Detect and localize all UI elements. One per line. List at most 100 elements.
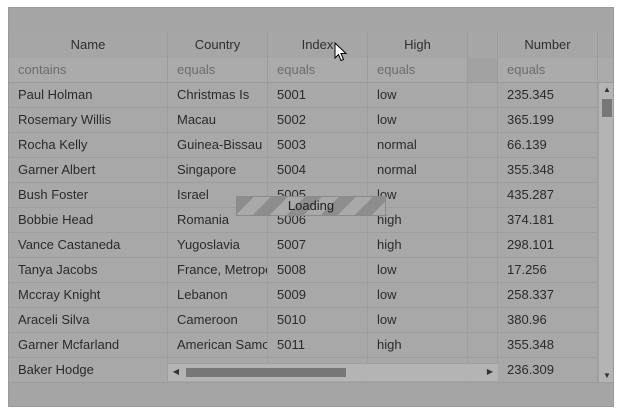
- cell-name[interactable]: Bobbie Head: [9, 208, 168, 232]
- cell-high[interactable]: high: [368, 333, 468, 357]
- table-row[interactable]: Mccray Knight Lebanon 5009 low 258.337: [9, 283, 598, 308]
- table-row[interactable]: Rosemary Willis Macau 5002 low 365.199: [9, 108, 598, 133]
- cell-name[interactable]: Rocha Kelly: [9, 133, 168, 157]
- cell-name[interactable]: Mccray Knight: [9, 283, 168, 307]
- table-row[interactable]: Paul Holman Christmas Is 5001 low 235.345: [9, 83, 598, 108]
- filter-high-input[interactable]: equals: [368, 58, 468, 82]
- cell-country[interactable]: Cameroon: [168, 308, 268, 332]
- table-row[interactable]: Rocha Kelly Guinea-Bissau 5003 normal 66.139: [9, 133, 598, 158]
- cell-blank[interactable]: [468, 233, 498, 257]
- column-header-name[interactable]: Name: [9, 32, 168, 58]
- column-header-number[interactable]: Number: [498, 32, 598, 58]
- filter-country-input[interactable]: equals: [168, 58, 268, 82]
- cell-high[interactable]: low: [368, 308, 468, 332]
- cell-high[interactable]: low: [368, 258, 468, 282]
- cell-blank[interactable]: [468, 83, 498, 107]
- cell-country[interactable]: Singapore: [168, 158, 268, 182]
- cell-number[interactable]: 374.181: [498, 208, 598, 232]
- column-header-high[interactable]: High: [368, 32, 468, 58]
- scroll-up-icon[interactable]: ▲: [603, 85, 611, 94]
- cell-blank[interactable]: [468, 258, 498, 282]
- cell-high[interactable]: low: [368, 108, 468, 132]
- cell-number[interactable]: 235.345: [498, 83, 598, 107]
- cell-blank[interactable]: [468, 308, 498, 332]
- cell-blank[interactable]: [468, 183, 498, 207]
- cell-high[interactable]: normal: [368, 158, 468, 182]
- table-row[interactable]: Araceli Silva Cameroon 5010 low 380.96: [9, 308, 598, 333]
- cell-blank[interactable]: [468, 158, 498, 182]
- table-row[interactable]: Vance Castaneda Yugoslavia 5007 high 298.101: [9, 233, 598, 258]
- table-row[interactable]: Garner Albert Singapore 5004 normal 355.348: [9, 158, 598, 183]
- cell-name[interactable]: Paul Holman: [9, 83, 168, 107]
- table-row[interactable]: Bobbie Head Romania 5006 high 374.181: [9, 208, 598, 233]
- cell-index[interactable]: 5004: [268, 158, 368, 182]
- cell-index[interactable]: 5011: [268, 333, 368, 357]
- cell-number[interactable]: 298.101: [498, 233, 598, 257]
- cell-number[interactable]: 380.96: [498, 308, 598, 332]
- cell-name[interactable]: Bush Foster: [9, 183, 168, 207]
- cell-number[interactable]: 236.309: [498, 358, 598, 382]
- cell-blank[interactable]: [468, 108, 498, 132]
- cell-high[interactable]: low: [368, 83, 468, 107]
- scroll-down-icon[interactable]: ▼: [603, 371, 611, 380]
- column-header-country[interactable]: Country: [168, 32, 268, 58]
- cell-high[interactable]: high: [368, 233, 468, 257]
- filter-name-input[interactable]: contains: [9, 58, 168, 82]
- scroll-left-icon[interactable]: ◀: [172, 367, 180, 376]
- horizontal-scroll-thumb[interactable]: [186, 368, 346, 377]
- cell-blank[interactable]: [468, 283, 498, 307]
- cell-number[interactable]: 435.287: [498, 183, 598, 207]
- cell-index[interactable]: 5009: [268, 283, 368, 307]
- grid-toolbar: [9, 8, 613, 33]
- cell-index[interactable]: 5003: [268, 133, 368, 157]
- cell-name[interactable]: Garner Mcfarland: [9, 333, 168, 357]
- filter-index-input[interactable]: equals: [268, 58, 368, 82]
- cell-blank[interactable]: [468, 133, 498, 157]
- scroll-right-icon[interactable]: ▶: [486, 367, 494, 376]
- loading-indicator: Loading: [236, 196, 386, 216]
- data-grid: Name Country Index High Number contains …: [8, 7, 614, 407]
- cell-number[interactable]: 258.337: [498, 283, 598, 307]
- cell-number[interactable]: 66.139: [498, 133, 598, 157]
- cell-blank[interactable]: [468, 208, 498, 232]
- cell-number[interactable]: 365.199: [498, 108, 598, 132]
- cell-country[interactable]: American Samoa: [168, 333, 268, 357]
- cell-country[interactable]: Lebanon: [168, 283, 268, 307]
- filter-row: contains equals equals equals equals: [9, 58, 613, 83]
- cell-country[interactable]: France, Metropolitan: [168, 258, 268, 282]
- cell-index[interactable]: 5001: [268, 83, 368, 107]
- cell-index[interactable]: 5010: [268, 308, 368, 332]
- grid-footer: [9, 382, 613, 406]
- cell-name[interactable]: Tanya Jacobs: [9, 258, 168, 282]
- cell-country[interactable]: Romania: [168, 208, 268, 232]
- cell-country[interactable]: Israel: [168, 183, 268, 207]
- horizontal-scrollbar[interactable]: ◀ ▶: [168, 363, 498, 381]
- cell-high[interactable]: normal: [368, 133, 468, 157]
- table-row[interactable]: Garner Mcfarland American Samoa 5011 high 35…: [9, 333, 598, 358]
- cell-index[interactable]: 5007: [268, 233, 368, 257]
- cell-blank[interactable]: [468, 333, 498, 357]
- cell-country[interactable]: Christmas Is: [168, 83, 268, 107]
- cell-number[interactable]: 355.348: [498, 333, 598, 357]
- cell-name[interactable]: Vance Castaneda: [9, 233, 168, 257]
- cell-high[interactable]: low: [368, 283, 468, 307]
- column-header-index[interactable]: Index: [268, 32, 368, 58]
- grid-body: Paul Holman Christmas Is 5001 low 235.345 Ros…: [9, 83, 598, 383]
- vertical-scrollbar[interactable]: ▲ ▼: [598, 83, 613, 383]
- cell-name[interactable]: Araceli Silva: [9, 308, 168, 332]
- filter-blank-input[interactable]: [468, 58, 498, 82]
- cell-name[interactable]: Rosemary Willis: [9, 108, 168, 132]
- cell-country[interactable]: Guinea-Bissau: [168, 133, 268, 157]
- cell-name[interactable]: Garner Albert: [9, 158, 168, 182]
- cell-index[interactable]: 5002: [268, 108, 368, 132]
- vertical-scroll-thumb[interactable]: [602, 99, 612, 117]
- cell-name[interactable]: Baker Hodge: [9, 358, 168, 382]
- column-header-blank[interactable]: [468, 32, 498, 58]
- cell-country[interactable]: Macau: [168, 108, 268, 132]
- cell-country[interactable]: Yugoslavia: [168, 233, 268, 257]
- cell-index[interactable]: 5008: [268, 258, 368, 282]
- cell-number[interactable]: 17.256: [498, 258, 598, 282]
- filter-number-input[interactable]: equals: [498, 58, 598, 82]
- cell-number[interactable]: 355.348: [498, 158, 598, 182]
